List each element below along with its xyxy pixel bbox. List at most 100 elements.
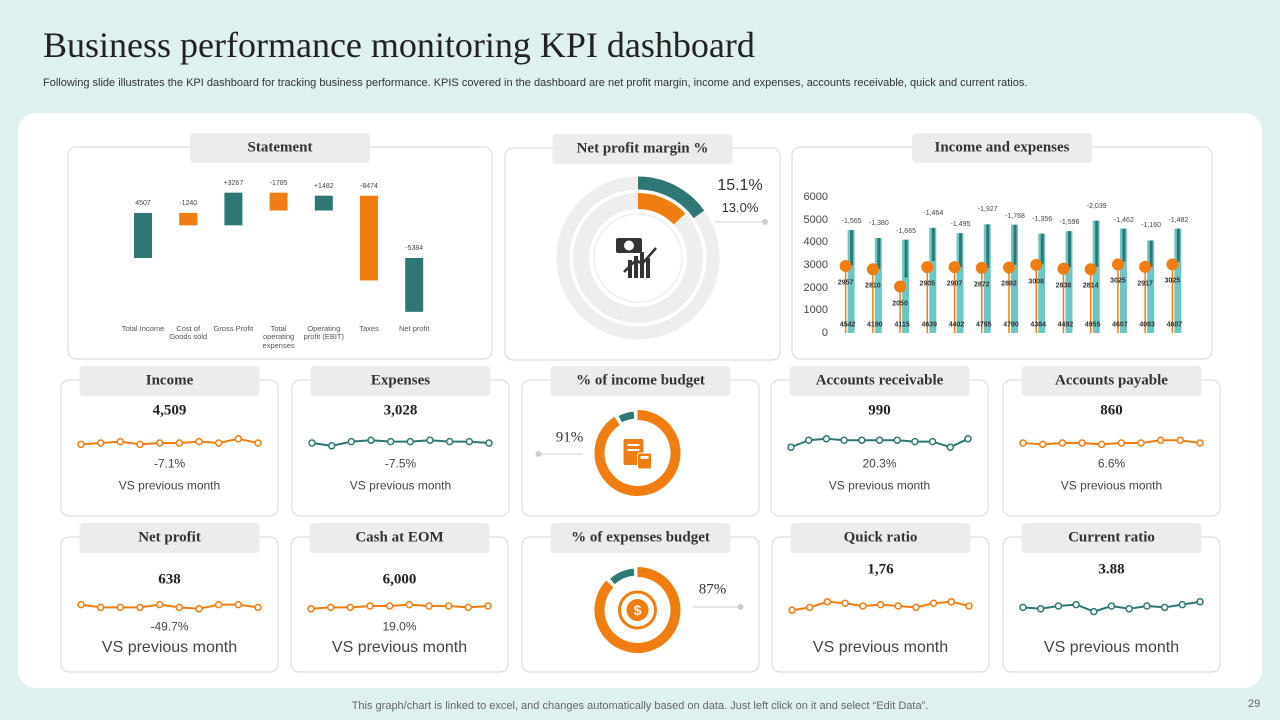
- sparkline-point: [893, 436, 901, 444]
- panel-header: [550, 366, 731, 396]
- sparkline-point: [1176, 436, 1185, 444]
- y-tick-label: 5000: [803, 213, 828, 226]
- sparkline: [1022, 439, 1201, 446]
- sparkline-point: [840, 436, 848, 444]
- sparkline-point: [1036, 605, 1045, 613]
- expense-label: -1,482: [1168, 216, 1189, 224]
- budget-icon: [623, 439, 652, 470]
- kpi-value: 638: [158, 571, 181, 588]
- kpi-change: -7.1%: [153, 456, 186, 471]
- kpi-value: 4,509: [152, 402, 187, 419]
- sparkline-point: [327, 442, 336, 450]
- panel-header: [912, 133, 1092, 163]
- panel-title: Income: [145, 372, 194, 389]
- kpi-caption: VS previous month: [349, 478, 452, 493]
- sparkline: [80, 603, 259, 610]
- sparkline: [311, 439, 490, 447]
- sparkline-point: [254, 439, 262, 447]
- kpi-caption: VS previous month: [118, 478, 221, 493]
- sparkline-point: [1090, 607, 1098, 616]
- sparkline-point: [1097, 440, 1106, 449]
- leader-dot: [535, 451, 542, 457]
- income-label: 4190: [867, 321, 883, 329]
- waterfall-bar: [314, 195, 333, 211]
- sparkline-point: [136, 440, 144, 449]
- sparkline-point: [445, 437, 454, 446]
- sparkline-point: [946, 443, 955, 451]
- footer-note: This graph/chart is linked to excel, and…: [351, 700, 929, 712]
- sparkline: [80, 437, 259, 446]
- bar-label: -8474: [360, 182, 378, 190]
- sparkline-point: [444, 602, 453, 610]
- expense-label: -1,380: [868, 220, 889, 228]
- income-label: 4492: [1057, 321, 1074, 329]
- sparkline-point: [1137, 439, 1145, 447]
- bar-label: -1785: [269, 179, 288, 187]
- y-tick-label: 0: [821, 326, 828, 339]
- sparkline-point: [195, 605, 203, 613]
- income-label: 4780: [1003, 321, 1019, 329]
- sparkline-point: [1054, 602, 1063, 610]
- profit-dot: [839, 259, 852, 272]
- sparkline-point: [465, 437, 474, 446]
- profit-label: 2810: [865, 282, 881, 290]
- sparkline-point: [894, 602, 902, 610]
- profit-dot: [948, 261, 961, 274]
- money-icon: [616, 238, 657, 278]
- income-bar: [1038, 233, 1046, 333]
- profit-label: 2050: [892, 300, 908, 308]
- expense-bar: [1122, 228, 1126, 262]
- panel-title: Net profit margin %: [576, 140, 709, 157]
- ring-label: 13.0%: [721, 199, 759, 215]
- profit-dot: [1166, 258, 1179, 271]
- category-label: Net profit: [398, 324, 430, 333]
- sparkline-point: [347, 437, 356, 446]
- waterfall-bar: [269, 192, 288, 211]
- gauge-arc: [594, 410, 681, 496]
- ring-arc: [637, 176, 705, 219]
- sparkline-point: [1196, 598, 1204, 606]
- sparkline-point: [859, 602, 867, 610]
- y-tick-label: 4000: [803, 236, 828, 249]
- profit-label: 2836: [1055, 282, 1072, 290]
- sparkline-point: [805, 603, 814, 612]
- kpi-value: 3,028: [383, 402, 418, 419]
- sparkline-point: [175, 603, 184, 612]
- sparkline: [310, 603, 489, 610]
- income-label: 4402: [948, 321, 965, 329]
- ring-label: 15.1%: [717, 177, 763, 195]
- y-tick-label: 1000: [803, 304, 828, 317]
- expense-label: -1,665: [896, 227, 916, 235]
- sparkline-point: [1178, 600, 1187, 609]
- profit-label: 2907: [946, 280, 963, 288]
- profit-dot: [921, 261, 934, 274]
- profit-dot: [866, 263, 879, 276]
- sparkline-point: [367, 436, 375, 444]
- panel-header: [550, 523, 731, 553]
- kpi-change: -7.5%: [384, 456, 417, 471]
- panel: [291, 379, 510, 517]
- category-label: Total Income: [121, 324, 165, 333]
- expense-label: -1,160: [1141, 222, 1162, 230]
- sparkline-point: [386, 437, 395, 446]
- profit-label: 2814: [1082, 282, 1099, 290]
- category-label: Total operating expenses: [262, 324, 295, 350]
- sparkline-point: [1117, 439, 1126, 447]
- income-label: 4542: [839, 321, 856, 329]
- sparkline-point: [308, 439, 316, 447]
- panel: [60, 379, 279, 517]
- panel-title: % of income budget: [576, 372, 705, 389]
- profit-dot: [1139, 260, 1152, 273]
- panel: [770, 379, 989, 517]
- category-label: Gross Profit: [213, 324, 254, 333]
- profit-label: 2917: [1137, 280, 1153, 288]
- sparkline-point: [1019, 603, 1027, 612]
- expense-label: -1,927: [977, 206, 998, 214]
- sparkline-point: [77, 600, 85, 609]
- gauge-label: 87%: [698, 581, 727, 598]
- panel-header: [552, 134, 733, 164]
- sparkline-point: [406, 437, 415, 446]
- sparkline-point: [116, 437, 125, 446]
- y-tick-label: 3000: [803, 258, 828, 271]
